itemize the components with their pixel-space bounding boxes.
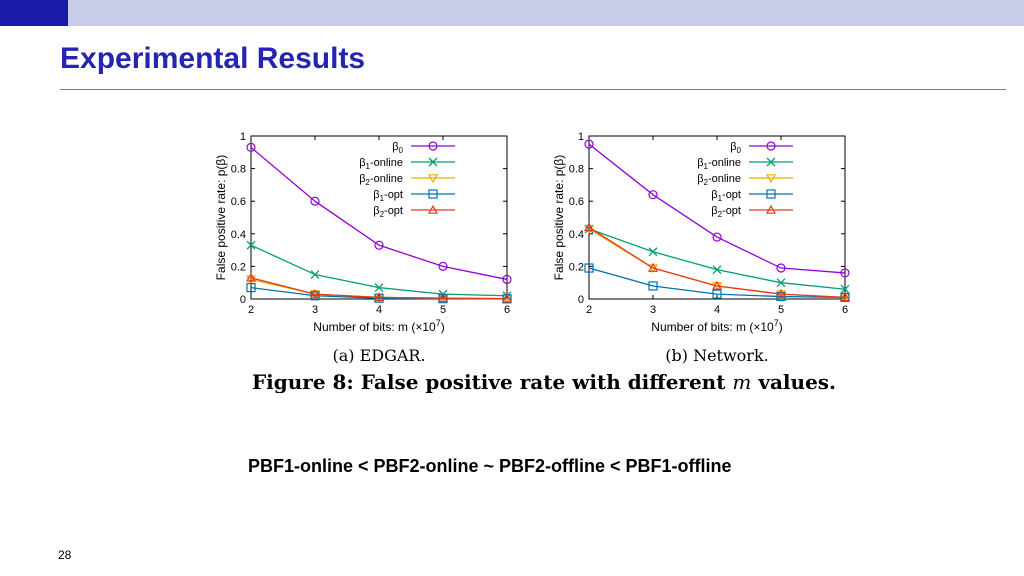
network-legend-marker (765, 174, 777, 184)
network-data-point-beta2-opt (647, 262, 659, 272)
edgar-legend-marker (428, 157, 438, 167)
edgar-data-point-beta0 (438, 261, 448, 271)
network-legend-label: β2-online (697, 173, 741, 187)
network-legend-marker (765, 204, 777, 214)
network-legend-label: β2-opt (711, 205, 741, 219)
network-data-point-beta2-opt (839, 292, 851, 302)
edgar-data-point-beta1-online (246, 240, 256, 250)
network-xtick-label: 4 (714, 304, 720, 316)
network-data-point-beta0 (712, 232, 722, 242)
edgar-data-point-beta0 (246, 142, 256, 153)
network-ytick-label: 0.8 (569, 164, 584, 176)
edgar-xtick-label: 3 (312, 304, 318, 316)
edgar-chart: 0 0.2 0.4 0.6 0.8 1 2 3 4 5 6 Number of bits: m (×1… (214, 131, 513, 365)
network-data-point-beta1-opt (584, 263, 594, 273)
comparison-statement: PBF1-online < PBF2-online ~ PBF2-offline… (248, 456, 732, 476)
edgar-xtick-label: 5 (440, 304, 446, 316)
slide-title: Experimental Results (60, 42, 366, 75)
network-series-line-beta2-opt (588, 226, 846, 299)
edgar-ytick-label: 0 (240, 294, 246, 306)
edgar-x-axis-label: Number of bits: m (×107) (313, 318, 444, 334)
network-x-axis-label: Number of bits: m (×107) (651, 318, 782, 334)
edgar-data-point-beta2-opt (437, 292, 449, 302)
edgar-xtick-label: 2 (248, 304, 254, 316)
network-xtick-label: 5 (778, 304, 784, 316)
network-y-axis-label: False positive rate: p(β) (552, 155, 566, 281)
edgar-data-point-beta2-online (245, 275, 257, 285)
network-legend-marker (766, 141, 776, 151)
edgar-y-axis-label: False positive rate: p(β) (214, 155, 228, 281)
edgar-legend-label: β0 (392, 141, 403, 155)
network-legend-marker (766, 157, 776, 167)
network-chart: 0 0.2 0.4 0.6 0.8 1 2 3 4 5 6 Number of bits: m (×1… (552, 131, 851, 365)
network-subcaption: (b) Network. (665, 346, 768, 365)
network-data-point-beta2-opt (711, 280, 723, 290)
edgar-data-point-beta2-opt (245, 272, 257, 282)
edgar-data-point-beta0 (502, 274, 512, 285)
edgar-data-point-beta1-online (310, 270, 320, 280)
edgar-ytick-label: 1 (240, 131, 246, 143)
network-xtick-label: 3 (650, 304, 656, 316)
edgar-data-point-beta2-opt (501, 293, 513, 303)
top-banner (0, 0, 1024, 26)
network-xtick-label: 6 (842, 304, 848, 316)
edgar-legend-marker (427, 174, 439, 184)
network-legend-label: β1-online (697, 157, 741, 171)
network-data-point-beta1-opt (712, 289, 722, 299)
top-banner-accent (0, 0, 68, 26)
network-data-point-beta1-online (776, 278, 786, 288)
edgar-data-point-beta1-opt (246, 282, 256, 293)
network-ytick-label: 0.2 (569, 261, 584, 273)
edgar-ytick-label: 0.4 (231, 229, 246, 241)
figure-caption: Figure 8: False positive rate with diffe… (252, 370, 836, 393)
network-data-point-beta2-opt (583, 222, 595, 232)
network-series-line-beta1-opt (588, 267, 846, 299)
edgar-series-line-beta0 (250, 146, 508, 281)
network-data-point-beta0 (584, 139, 594, 149)
edgar-legend-label: β1-online (359, 157, 403, 171)
edgar-data-point-beta1-online (374, 283, 384, 293)
edgar-legend-label: β2-opt (373, 205, 403, 219)
network-data-point-beta2-opt (775, 288, 787, 298)
page-number: 28 (58, 548, 72, 562)
figure: Figure 8: False positive rate with diffe… (210, 125, 855, 394)
edgar-data-point-beta2-opt (309, 288, 321, 298)
edgar-legend-marker (428, 189, 438, 199)
edgar-ytick-label: 0.6 (231, 196, 246, 208)
network-data-point-beta0 (776, 263, 786, 273)
edgar-legend-marker (428, 141, 438, 151)
edgar-legend-marker (427, 204, 439, 214)
network-data-point-beta1-online (840, 284, 850, 294)
edgar-xtick-label: 4 (376, 304, 382, 316)
network-ytick-label: 1 (578, 131, 584, 143)
edgar-legend-label: β1-opt (373, 189, 403, 203)
network-legend-label: β0 (730, 141, 741, 155)
figure-svg: Figure 8: False positive rate with diffe… (214, 131, 851, 394)
network-legend-marker (766, 189, 776, 199)
edgar-data-point-beta2-opt (373, 292, 385, 302)
network-data-point-beta0 (840, 268, 850, 278)
edgar-legend-label: β2-online (359, 173, 403, 187)
network-legend-label: β1-opt (711, 189, 741, 203)
network-data-point-beta0 (648, 190, 658, 200)
network-data-point-beta1-online (712, 265, 722, 275)
network-ytick-label: 0.6 (569, 196, 584, 208)
edgar-data-point-beta1-opt (310, 291, 320, 301)
edgar-xtick-label: 6 (504, 304, 510, 316)
title-divider (60, 89, 1006, 90)
edgar-ytick-label: 0.8 (231, 164, 246, 176)
network-series-line-beta2-online (588, 228, 846, 299)
edgar-data-point-beta0 (374, 240, 384, 250)
network-series-line-beta1-online (588, 228, 846, 290)
network-ytick-label: 0.4 (569, 229, 584, 241)
network-data-point-beta1-opt (648, 281, 658, 291)
network-ytick-label: 0 (578, 294, 584, 306)
edgar-series-line-beta2-opt (250, 277, 508, 300)
edgar-subcaption: (a) EDGAR. (332, 346, 425, 365)
network-xtick-label: 2 (586, 304, 592, 316)
edgar-ytick-label: 0.2 (231, 261, 246, 273)
network-series-line-beta0 (588, 143, 846, 274)
edgar-data-point-beta0 (310, 196, 320, 206)
network-data-point-beta1-online (648, 247, 658, 257)
